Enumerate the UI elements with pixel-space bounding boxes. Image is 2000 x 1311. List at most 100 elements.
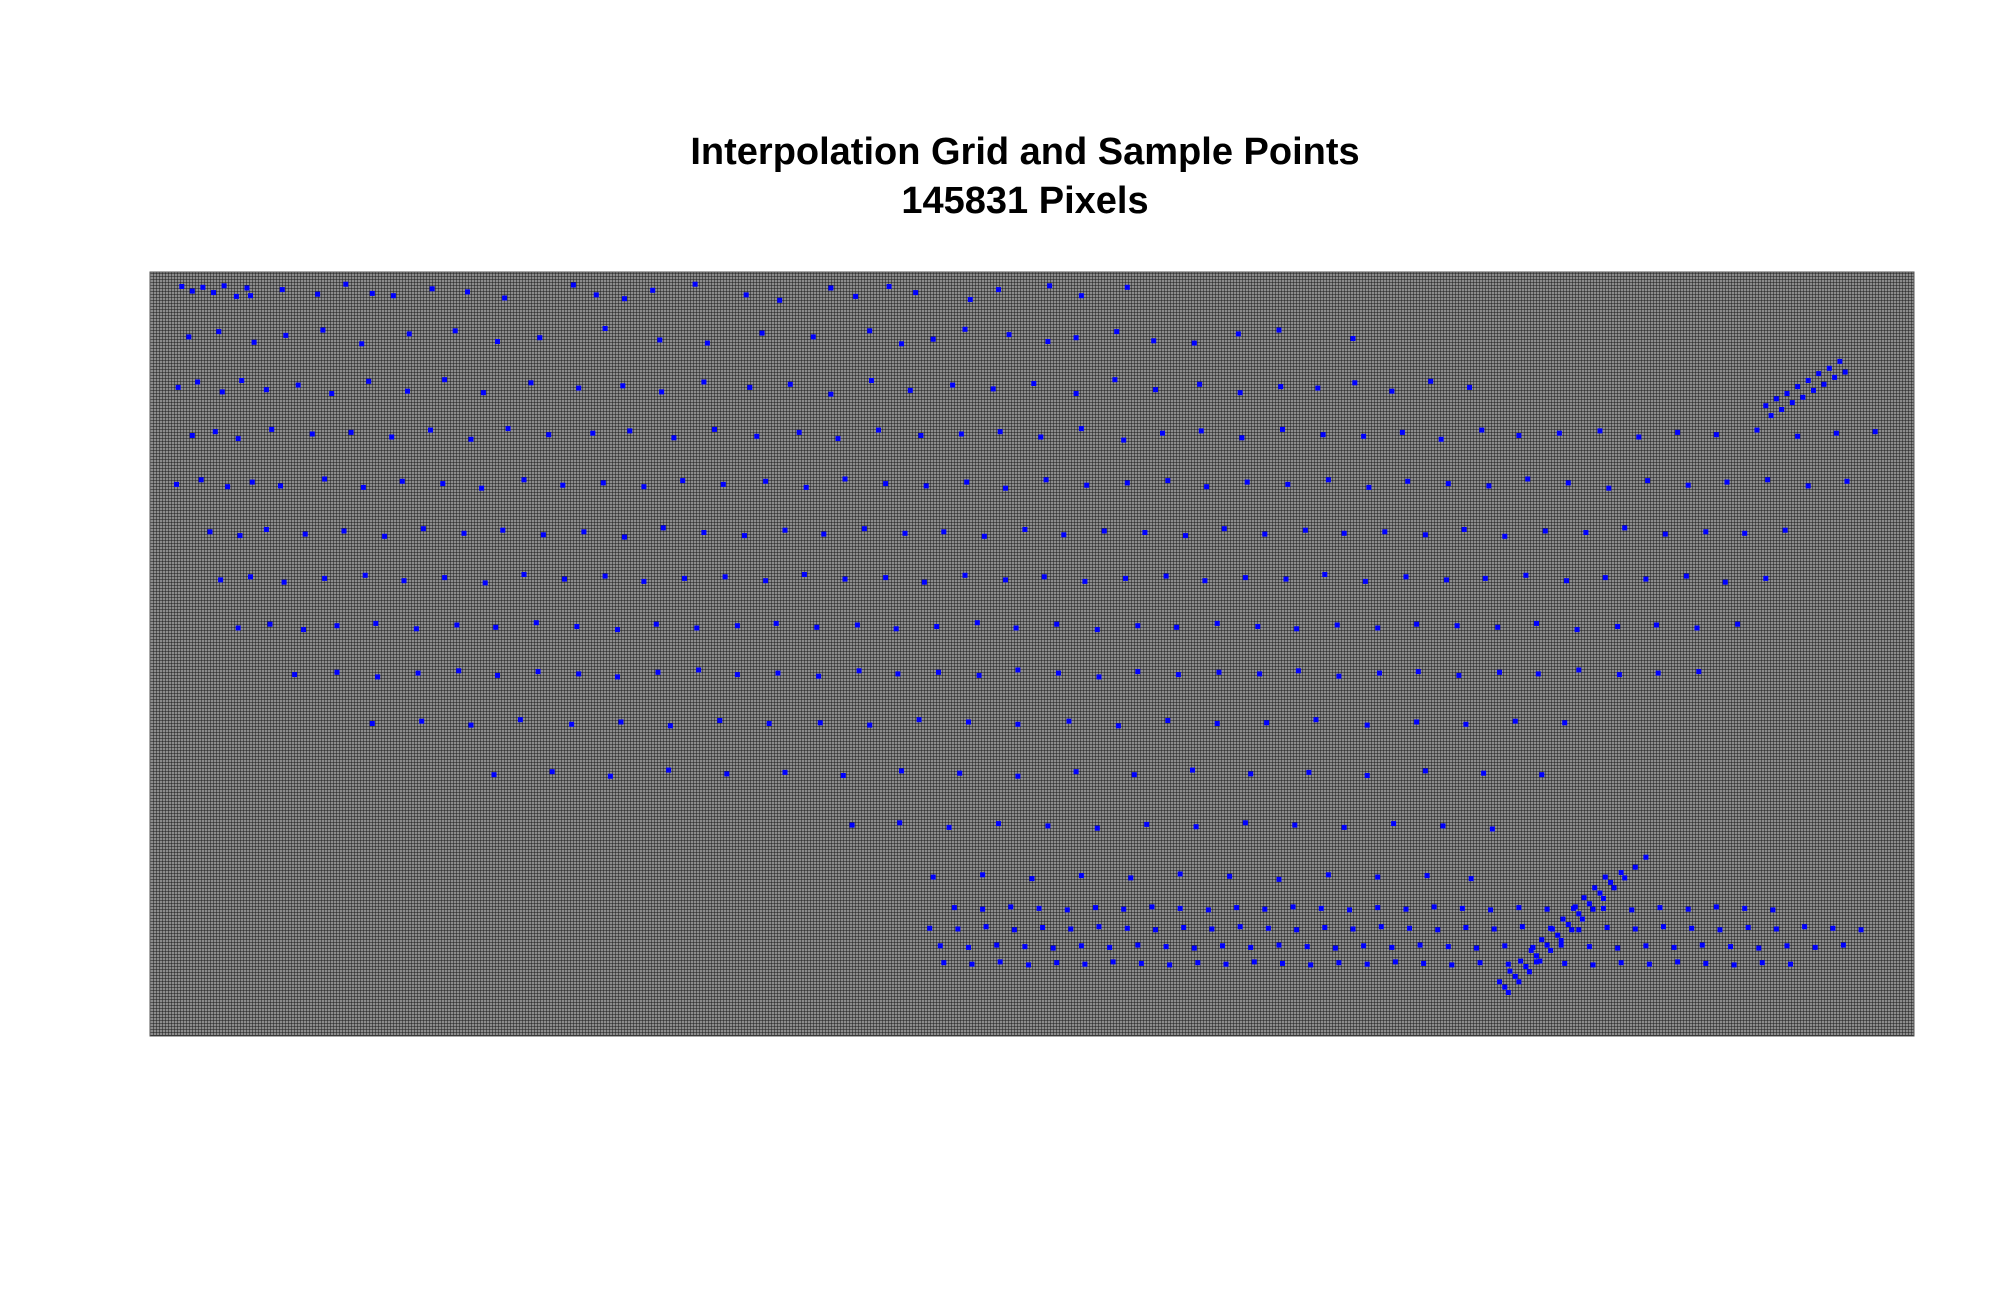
sample-point [401,578,407,584]
sample-point [1325,872,1331,878]
sample-point [1565,480,1571,486]
sample-point [1038,434,1044,440]
sample-point [1756,945,1762,951]
sample-point [1214,620,1220,626]
sample-point [1773,396,1779,402]
sample-point [967,297,973,302]
sample-point [1507,968,1513,974]
sample-point [1013,625,1019,631]
sample-point [1454,623,1460,629]
sample-point [951,905,957,911]
sample-point [537,335,543,341]
sample-point [1204,484,1210,490]
sample-point [221,283,227,289]
sample-point [1242,575,1248,581]
sample-point [212,429,218,435]
sample-point [428,427,433,433]
sample-point [1489,826,1495,832]
sample-point [1144,821,1150,827]
sample-point [867,722,873,728]
sample-point [235,625,241,631]
sample-point [1135,942,1141,948]
sample-point [1564,578,1569,584]
sample-point [1366,484,1372,490]
sample-point [1276,327,1282,333]
sample-point [897,820,903,826]
sample-point [1278,384,1284,390]
sample-point [179,284,185,289]
sample-point [468,436,474,442]
sample-point [946,824,952,830]
sample-point [1530,944,1536,950]
sample-point [1765,477,1771,483]
sample-point [883,575,889,581]
sample-point [413,626,419,632]
sample-point [1223,961,1229,967]
sample-point [1350,926,1356,932]
sample-point [189,433,195,438]
sample-point [1654,622,1659,628]
sample-point [1078,426,1084,432]
sample-point [211,290,216,296]
sample-point [1491,926,1497,932]
sample-point [1565,922,1571,927]
sample-point [1248,944,1254,950]
sample-point [239,378,245,383]
sample-point [1290,904,1296,910]
sample-point [1061,532,1067,538]
sample-point [1618,870,1624,875]
sample-point [456,668,462,674]
chart-subtitle: 145831 Pixels [901,180,1149,222]
sample-point [549,769,555,775]
sample-point [1549,926,1555,932]
sample-point [533,620,539,626]
sample-point [722,574,728,580]
sample-point [692,281,698,287]
sample-point [590,430,596,436]
sample-point [861,526,867,532]
sample-point [1174,624,1180,630]
sample-point [1505,961,1511,967]
sample-point [237,533,243,539]
sample-point [1516,433,1522,438]
sample-point [1318,905,1324,911]
sample-point [560,482,566,488]
sample-point [369,721,375,726]
sample-point [775,670,781,676]
sample-point [869,378,874,383]
sample-point [1782,527,1788,533]
sample-point [1643,943,1649,949]
sample-point [1124,480,1130,486]
sample-point [207,529,213,535]
sample-point [602,326,608,331]
sample-point [1003,485,1008,491]
sample-point [1505,990,1511,995]
sample-point [420,526,426,532]
sample-point [581,529,587,535]
sample-point [1302,527,1308,533]
sample-point [1045,823,1051,829]
sample-point [1444,577,1449,583]
sample-point [1276,876,1282,882]
sample-point [1525,476,1531,482]
sample-point [763,478,769,484]
sample-point [576,385,582,391]
sample-point [1294,927,1300,933]
sample-point [782,527,788,533]
sample-point [1403,574,1409,580]
sample-point [1837,358,1843,364]
sample-point [1084,482,1090,488]
sample-point [1068,926,1074,932]
sample-point [1276,942,1282,948]
sample-point [615,627,620,633]
sample-point [329,391,335,396]
sample-point [225,484,231,490]
sample-point [1763,403,1769,409]
sample-point [1181,925,1187,930]
sample-point [916,717,922,723]
sample-point [1165,478,1171,484]
sample-point [787,381,793,387]
sample-point [360,484,366,490]
sample-point [1696,669,1702,675]
sample-point [976,672,982,678]
